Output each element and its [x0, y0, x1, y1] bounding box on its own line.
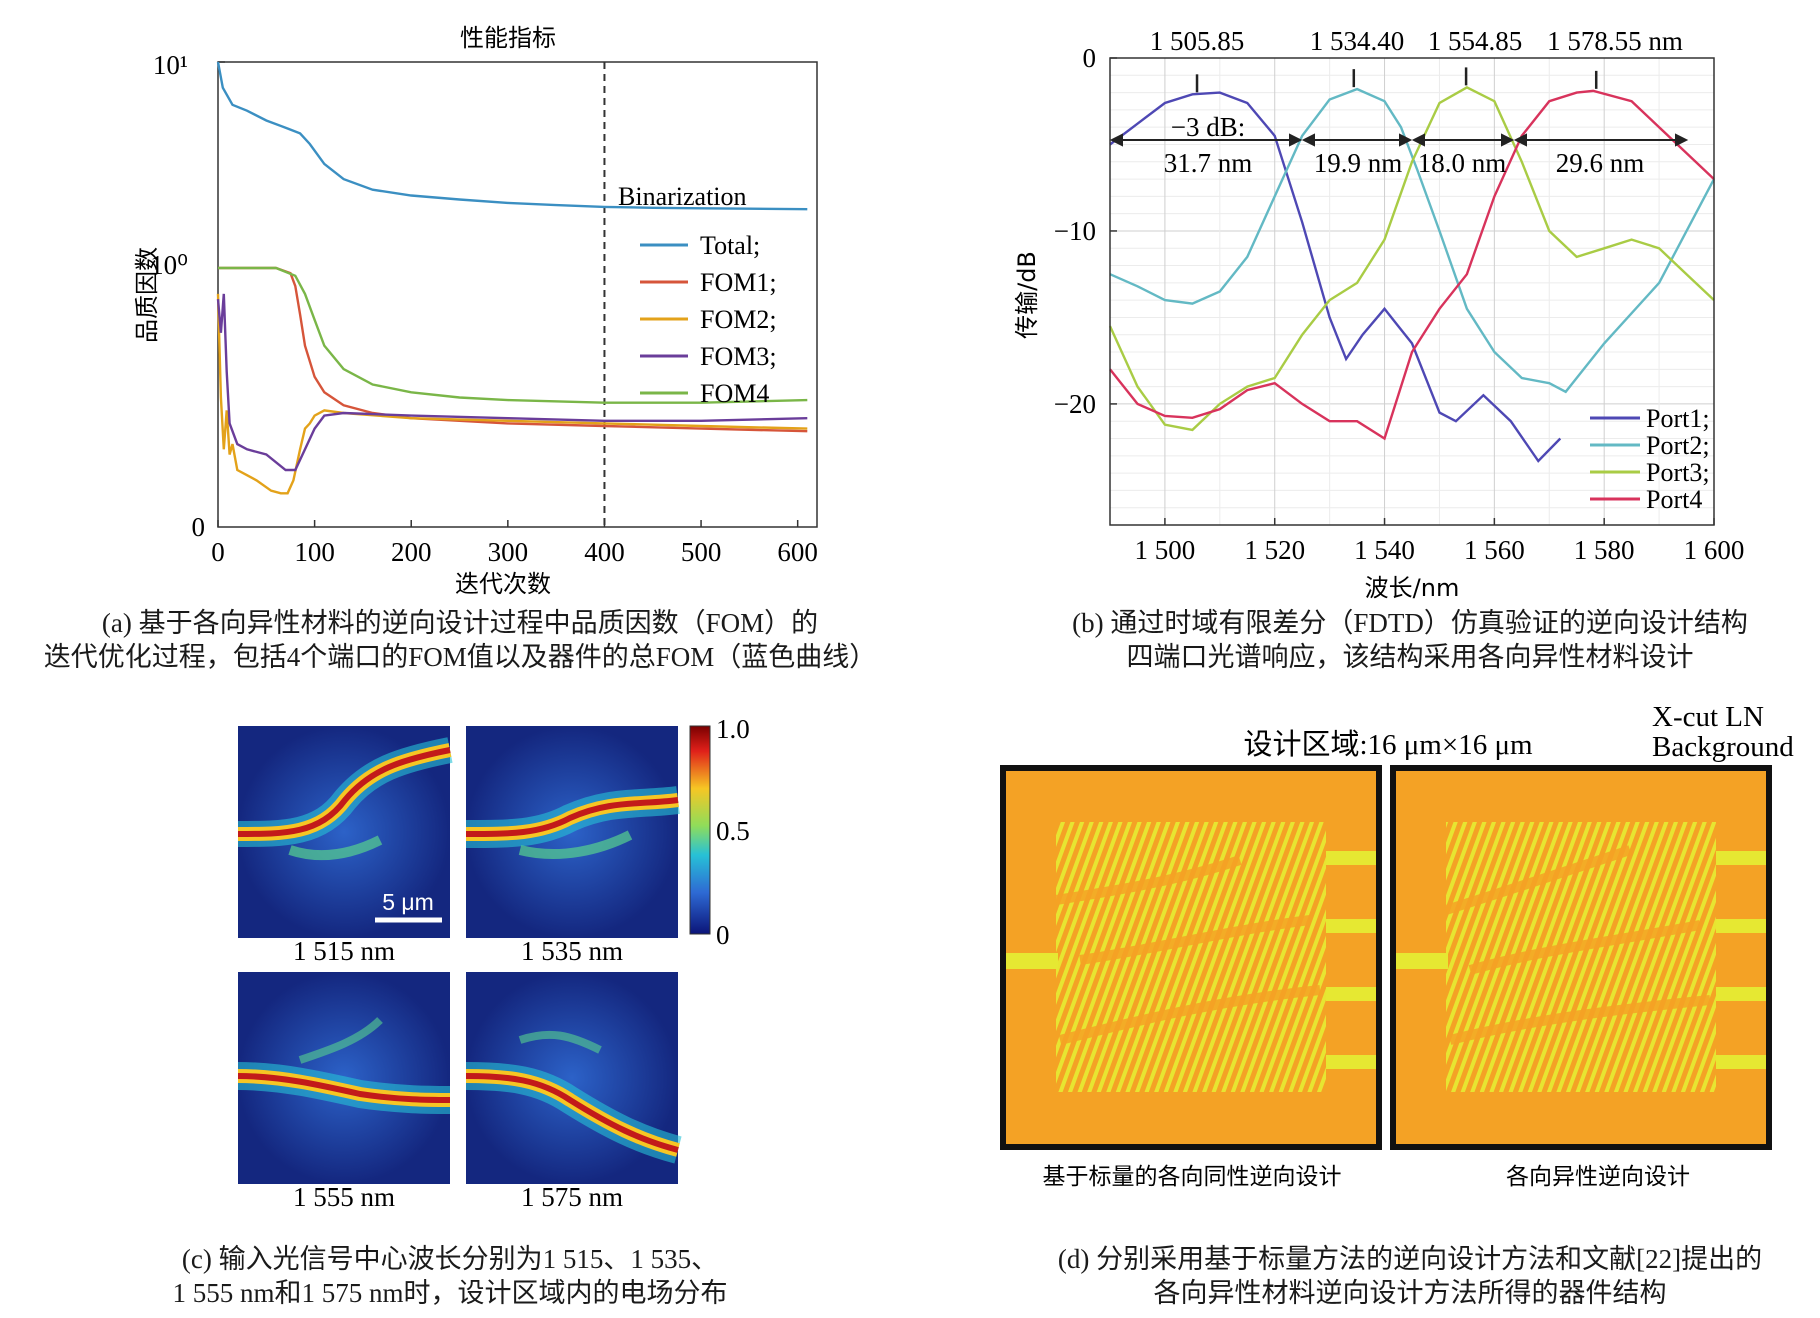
field-label-1575: 1 575 nm: [521, 1182, 623, 1212]
chart-a-xtick-label: 100: [294, 537, 335, 567]
chart-a-xtick-label: 400: [584, 537, 625, 567]
colorbar-tick-1: 1.0: [716, 714, 750, 744]
scale-bar: 5 μm: [375, 889, 442, 923]
legend-label-port2: Port2;: [1646, 431, 1710, 460]
field-map-1555: [237, 972, 451, 1184]
caption-d-line-1: (d) 分别采用基于标量方法的逆向设计方法和文献[22]提出的: [1057, 1244, 1763, 1274]
chart-b-xtick-label: 1 600: [1684, 535, 1745, 565]
caption-c-line-2: 1 555 nm和1 575 nm时，设计区域内的电场分布: [172, 1278, 728, 1308]
chart-a-xtick-label: 600: [777, 537, 818, 567]
series-line-fom3: [216, 293, 808, 472]
chart-b-ylabel: 传输/dB: [1013, 251, 1041, 339]
device-isotropic: [1000, 765, 1382, 1150]
chart-a-xtick-label: 0: [211, 537, 225, 567]
legend-label-fom3: FOM3;: [700, 342, 777, 371]
legend-label-fom4: FOM4: [700, 379, 769, 408]
design-region-label: 设计区域:16 μm×16 μm: [1243, 728, 1533, 761]
peak-label-4: 1 578.55 nm: [1547, 26, 1683, 56]
background-label-line-1: X-cut LN: [1652, 701, 1764, 733]
legend-label-fom2: FOM2;: [700, 305, 777, 334]
caption-d-line-2: 各向异性材料逆向设计方法所得的器件结构: [1153, 1278, 1667, 1308]
device-anisotropic: [1390, 765, 1772, 1150]
series-line-port1: [1109, 91, 1562, 463]
chart-b-ytick-label: −20: [1054, 389, 1096, 419]
chart-a-ytick-0: 0: [192, 512, 206, 542]
caption-a-line-1: (a) 基于各向异性材料的逆向设计过程中品质因数（FOM）的: [101, 608, 819, 638]
chart-a-xtick-label: 200: [391, 537, 432, 567]
caption-b: (b) 通过时域有限差分（FDTD）仿真验证的逆向设计结构 四端口光谱响应，该结…: [1000, 606, 1820, 674]
legend-label-port3: Port3;: [1646, 458, 1710, 487]
scale-bar-label: 5 μm: [382, 889, 434, 915]
bandwidth-3: 18.0 nm: [1418, 148, 1507, 178]
chart-a-title: 性能指标: [460, 24, 556, 52]
sub-label-isotropic: 基于标量的各向同性逆向设计: [1043, 1164, 1342, 1190]
bandwidth-1: 31.7 nm: [1164, 148, 1253, 178]
colorbar-tick-0: 0: [716, 920, 730, 950]
series-line-fom2: [216, 293, 808, 495]
field-map-1575: [465, 972, 682, 1184]
legend-label-total: Total;: [700, 231, 760, 260]
chart-b-xtick-label: 1 500: [1135, 535, 1196, 565]
caption-c-line-1: (c) 输入光信号中心波长分别为1 515、1 535、: [181, 1244, 719, 1274]
peak-label-3: 1 554.85: [1428, 26, 1523, 56]
legend-label-port4: Port4: [1646, 485, 1702, 514]
chart-b-xlabel: 波长/nm: [1365, 574, 1460, 602]
legend-label-fom1: FOM1;: [700, 268, 777, 297]
chart-b-xtick-label: 1 540: [1354, 535, 1415, 565]
series-line-fom1: [218, 266, 808, 433]
chart-b-xtick-label: 1 560: [1464, 535, 1525, 565]
chart-b-ytick-label: 0: [1083, 43, 1097, 73]
chart-a-ylabel: 品质因数: [133, 247, 161, 343]
caption-a: (a) 基于各向异性材料的逆向设计过程中品质因数（FOM）的 迭代优化过程，包括…: [20, 606, 900, 674]
series-line-port4: [1109, 89, 1715, 441]
series-line-fom4: [218, 266, 808, 404]
field-map-1515: [237, 726, 453, 938]
caption-a-line-2: 迭代优化过程，包括4个端口的FOM值以及器件的总FOM（蓝色曲线）: [43, 642, 877, 672]
series-line-port2: [1109, 87, 1716, 394]
chart-b-ytick-label: −10: [1054, 216, 1096, 246]
binarization-label: Binarization: [618, 182, 747, 211]
series-line-port3: [1108, 86, 1715, 432]
chart-a-xtick-label: 300: [488, 537, 529, 567]
chart-a-ytick-10-1: 10¹: [153, 50, 188, 80]
chart-b-xtick-label: 1 580: [1574, 535, 1635, 565]
background-label-line-2: Background: [1652, 731, 1794, 763]
series-line-total: [216, 61, 808, 211]
bandwidth-arrows: [1109, 133, 1689, 147]
caption-b-line-1: (b) 通过时域有限差分（FDTD）仿真验证的逆向设计结构: [1072, 608, 1748, 638]
chart-a-ytick-10-0: 10⁰: [150, 250, 188, 280]
caption-c: (c) 输入光信号中心波长分别为1 515、1 535、 1 555 nm和1 …: [60, 1242, 840, 1310]
bandwidth-2: 19.9 nm: [1314, 148, 1403, 178]
chart-b-plot-frame: [1109, 57, 1715, 526]
chart-a-plot-frame: [217, 61, 818, 528]
chart-b-xtick-label: 1 520: [1244, 535, 1305, 565]
colorbar-tick-0-5: 0.5: [716, 816, 750, 846]
caption-d: (d) 分别采用基于标量方法的逆向设计方法和文献[22]提出的 各向异性材料逆向…: [1000, 1242, 1820, 1310]
chart-a-xlabel: 迭代次数: [455, 570, 551, 598]
field-map-1535: [465, 726, 680, 938]
peak-label-2: 1 534.40: [1310, 26, 1405, 56]
db-label: −3 dB:: [1171, 112, 1246, 142]
sub-label-anisotropic: 各向异性逆向设计: [1506, 1164, 1690, 1190]
colorbar: 1.0 0.5 0: [689, 714, 750, 950]
caption-b-line-2: 四端口光谱响应，该结构采用各向异性材料设计: [1126, 642, 1694, 672]
bandwidth-4: 29.6 nm: [1556, 148, 1645, 178]
field-label-1555: 1 555 nm: [293, 1182, 395, 1212]
legend-label-port1: Port1;: [1646, 404, 1710, 433]
field-label-1535: 1 535 nm: [521, 936, 623, 966]
peak-label-1: 1 505.85: [1150, 26, 1245, 56]
chart-a-xtick-label: 500: [681, 537, 722, 567]
field-label-1515: 1 515 nm: [293, 936, 395, 966]
